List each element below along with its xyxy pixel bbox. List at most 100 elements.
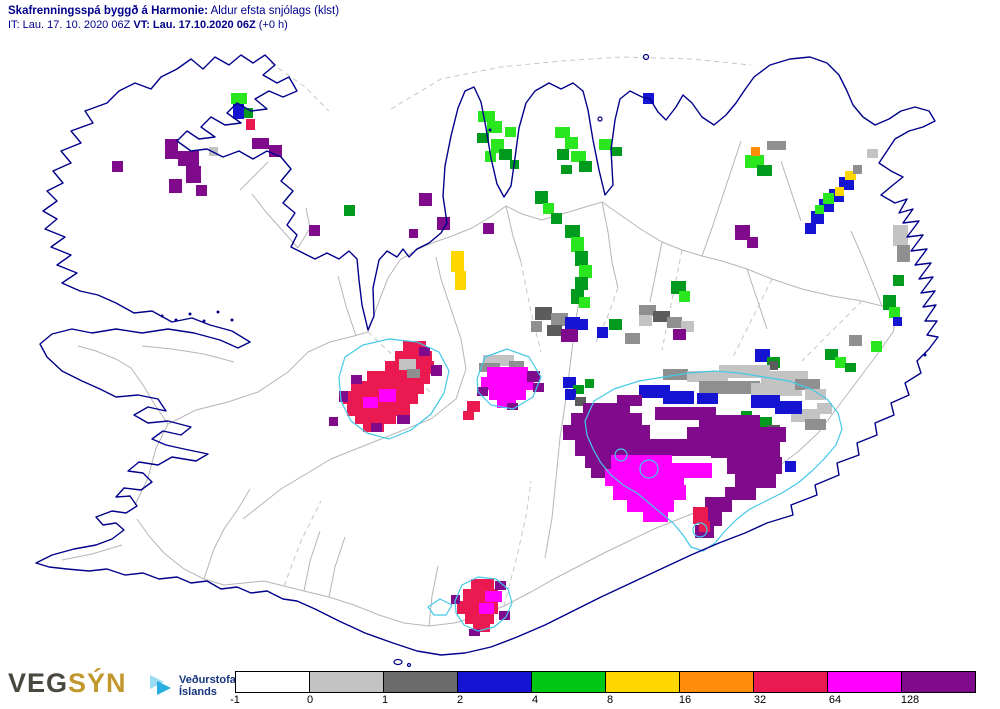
glacier-hofsjokull [476,348,542,410]
snow-age-cell-orange [751,147,760,156]
snow-age-cell-magenta [643,511,668,522]
legend-swatch-128 [901,671,976,693]
snow-age-cell-purple [533,383,544,392]
snow-age-cell-red [347,403,410,416]
snow-age-cell-silver [399,359,416,370]
snow-age-cell-magenta [671,463,712,478]
snow-age-cell-purple [735,473,776,488]
snow-age-cell-silver [719,365,770,378]
snow-age-cell-purple [583,403,630,416]
valid-time: VT: Lau. 17.10.2020 06Z [133,19,256,31]
snow-age-cell-green [609,319,622,330]
snow-age-cell-purple [715,427,786,442]
snow-age-cell-purple [687,427,718,442]
snow-age-cells [112,93,910,636]
snow-age-cell-lime [571,151,586,162]
snow-age-cell-gray [663,369,688,380]
snow-age-cell-red [465,613,494,624]
legend-swatch-4 [531,671,606,693]
snow-age-cell-blue [565,389,576,400]
snow-age-cell-lime [579,297,590,308]
glacier-outlines [338,338,843,632]
snow-age-cell-darkgray [535,307,552,320]
snow-age-cell-purple [747,237,758,248]
snow-age-cell-silver [639,315,652,326]
snow-age-cell-lime [505,127,516,137]
snow-age-cell-green [477,133,489,143]
snow-age-cell-green [883,295,896,310]
snow-age-cell-purple [409,229,418,238]
snow-age-cell-yellow [455,271,466,290]
snow-age-cell-lime [871,341,882,352]
snow-age-cell-blue [597,327,608,338]
boundary-lines [270,56,863,607]
snow-age-cell-lime [565,137,578,149]
legend-label-32: 32 [753,694,767,706]
snow-age-cell-gray [795,379,820,390]
snow-age-cell-blue [563,377,576,388]
snow-age-cell-darkgray [653,311,670,322]
snow-age-cell-green [557,149,569,160]
snow-age-cell-green [244,108,253,118]
snow-age-cell-purple [563,425,650,440]
met-office-logo: Veðurstofa Íslands [179,674,236,698]
snow-age-cell-green [561,165,572,174]
snow-age-cell-green [611,147,622,156]
iceland-coastline [35,54,939,656]
snow-age-cell-blue [775,401,802,414]
snow-age-cell-purple [469,629,480,636]
legend-swatch--1 [235,671,310,693]
snow-age-cell-gray [849,335,862,346]
snow-age-cell-purple [169,179,182,193]
snow-age-cell-purple [647,439,718,456]
snow-age-cell-silver [805,389,826,400]
glacier-langjokull [338,338,450,440]
snow-age-cell-purple [339,391,348,402]
snow-age-cell-purple [705,497,732,512]
snow-age-cell-gray [699,381,760,394]
snow-age-cell-darkgray [575,397,586,406]
snow-age-cell-gray [805,419,826,430]
snow-age-cell-lime [555,127,570,138]
met-office-name: Veðurstofa [179,674,236,686]
snow-age-cell-gray [531,321,542,332]
snow-age-cell-green [845,363,856,372]
snow-age-cell-purple [571,413,642,426]
snow-age-cell-purple [699,415,760,428]
snow-age-cell-green [575,277,588,290]
legend-label-1: 1 [381,694,389,706]
snow-age-cell-purple [371,423,382,432]
snow-age-cell-blue [785,461,796,472]
snow-age-cell-purple [735,225,750,240]
legend-swatch-0 [309,671,384,693]
snow-age-cell-blue [751,395,780,408]
snow-age-cell-yellow [845,171,856,180]
snow-age-cell-green [344,205,355,216]
snow-age-cell-lime [231,93,247,104]
snow-age-cell-silver [483,355,514,366]
map-subtitle: Aldur efsta snjólags (klst) [208,5,340,17]
snow-age-cell-purple [673,329,686,340]
snow-age-cell-lime [823,193,834,204]
snow-age-cell-lime [679,291,690,302]
snow-age-cell-lime [599,139,612,150]
glacier-myrdalsjokull [454,576,513,632]
snow-age-cell-red [351,381,424,394]
snow-age-cell-purple [419,193,432,206]
snow-age-cell-magenta [489,389,526,400]
snow-age-cell-purple [477,387,488,396]
snow-age-cell-gray [897,245,910,262]
legend-label-8: 8 [606,694,614,706]
snow-age-cell-red [473,623,490,632]
snow-age-cell-blue [811,211,824,224]
legend-label-4: 4 [531,694,539,706]
snow-age-cell-magenta [487,367,528,380]
vegsyn-syn: SÝN [68,668,127,698]
snow-age-cell-lime [579,265,592,278]
snow-age-cell-blue [233,104,244,119]
legend-label-2: 2 [456,694,464,706]
snow-age-cell-blue [839,177,854,190]
snow-age-cell-blue [755,349,770,362]
legend-swatch-64 [827,671,902,693]
